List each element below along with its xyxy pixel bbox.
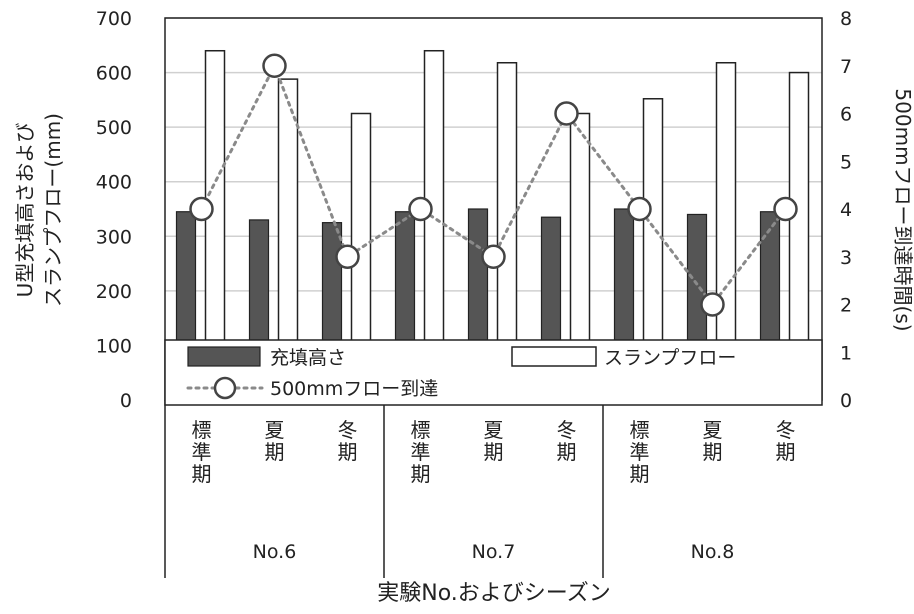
y-tick-label: 200 [96,281,132,303]
legend-label-flow-time: 500mmフロー到達 [270,378,438,400]
legend-swatch-slump-flow [511,346,597,367]
x-category-label: 夏期 [265,418,285,464]
legend-swatch-fill-height [187,346,261,367]
x-category-label: 標準期 [192,418,212,486]
flow-time-marker [700,292,725,317]
x-category-label: 標準期 [630,418,650,486]
y-tick-label: 500 [96,117,132,139]
legend: 充填高さ スランプフロー 500mmフロー到達 [164,339,823,406]
y-tick-label: 600 [96,63,132,85]
flow-time-marker [554,101,579,126]
flow-time-marker [335,244,360,269]
flow-time-marker [189,196,214,222]
flow-time-marker [408,196,433,222]
y2-tick-label: 0 [840,390,852,412]
legend-label-fill-height: 充填高さ [270,347,346,369]
y-tick-label: 0 [120,390,132,412]
x-category-label: 冬期 [557,418,577,464]
y2-axis-title: 500mmフロー到達時間(s) [891,88,914,331]
x-category-label: 冬期 [338,418,358,464]
y-tick-label: 300 [96,226,132,248]
y-tick-label: 100 [96,335,132,357]
x-group-label: No.7 [472,541,516,563]
y-axis-title-line2: スランプフロー(mm) [41,113,65,307]
x-category-label: 夏期 [703,418,723,464]
y2-tick-label: 8 [840,8,852,30]
flow-time-marker [262,53,287,78]
x-category-label: 夏期 [484,418,504,464]
legend-box [164,339,823,406]
flow-time-marker [481,244,506,269]
y-tick-label: 400 [96,172,132,194]
x-group-label: No.8 [691,541,735,563]
y-tick-label: 700 [96,8,132,30]
y2-tick-label: 2 [840,295,852,317]
legend-label-slump-flow: スランプフロー [604,347,736,369]
flow-time-marker [627,196,652,222]
bars [175,49,810,401]
x-category-label: 標準期 [411,418,431,486]
axes: 0 100 200 300 400 500 600 700 0 1 2 3 4 5 6 7 8 標準期 夏期 冬期 標準… [96,8,852,578]
x-group-label: No.6 [253,541,297,563]
flow-time-marker [773,196,798,222]
x-axis-title: 実験No.およびシーズン [377,581,610,606]
y2-tick-label: 5 [840,151,852,173]
x-category-label: 冬期 [776,418,796,464]
y2-tick-label: 3 [840,247,852,269]
y2-tick-label: 1 [840,342,852,364]
time-series-line [189,53,798,317]
y2-tick-label: 7 [840,56,852,78]
y-axis-title-line1: U型充填高さおよび [13,123,37,298]
y2-tick-label: 6 [840,104,852,126]
legend-marker-flow-time [213,376,237,400]
y2-tick-label: 4 [840,199,852,221]
